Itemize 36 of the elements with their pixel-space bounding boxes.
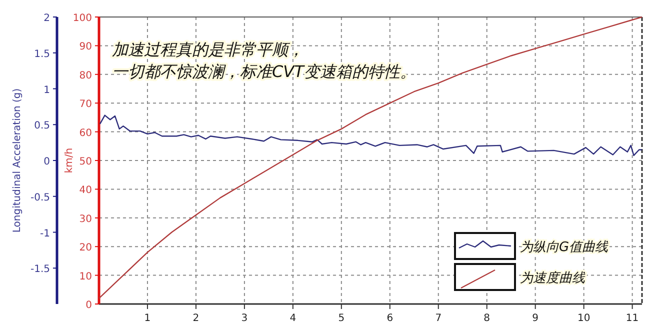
y2-tick-label: 40 [79,185,92,196]
y-tick-label: -1 [40,228,50,240]
y-axis-title: Longitudinal Acceleration (g) [12,88,23,233]
y2-tick-label: 20 [79,242,92,254]
y-tick-label: 1 [44,84,50,96]
legend-label: 为纵向G值曲线 [520,240,610,255]
y2-tick-label: 90 [79,42,92,53]
y2-tick-label: 80 [79,70,92,82]
y-tick-label: 0.5 [34,120,50,132]
y2-tick-label: 70 [79,99,92,110]
y-tick-label: -0.5 [30,192,50,204]
y2-tick-label: 30 [79,214,92,225]
x-tick-label: 7 [435,313,442,324]
y-tick-label: 0 [44,156,50,168]
x-tick-label: 3 [241,313,248,324]
annotation: 一切都不惊波澜，标准CVT变速箱的特性。 [112,62,416,81]
annotation: 加速过程真的是非常平顺， [112,40,304,59]
y2-tick-label: 60 [79,128,92,139]
legend-label: 为速度曲线 [520,270,586,286]
y-tick-label: 1.5 [34,48,50,60]
y-tick-label: -1.5 [30,264,50,276]
x-tick-label: 6 [386,313,394,324]
y2-tick-label: 50 [79,156,92,168]
x-tick-label: 11 [626,313,639,324]
x-tick-label: 4 [290,313,296,324]
y-tick-label: 2 [44,13,50,24]
x-tick-label: 2 [192,313,200,324]
x-tick-label: 1 [144,313,151,324]
y2-tick-label: 10 [79,271,92,282]
y2-axis-title: km/h [64,148,75,174]
x-tick-label: 5 [338,313,345,324]
x-tick-label: 10 [577,313,590,324]
y2-tick-label: 0 [86,300,92,311]
y2-tick-label: 100 [72,13,92,24]
x-tick-label: 9 [532,313,539,324]
x-tick-label: 8 [484,313,490,324]
